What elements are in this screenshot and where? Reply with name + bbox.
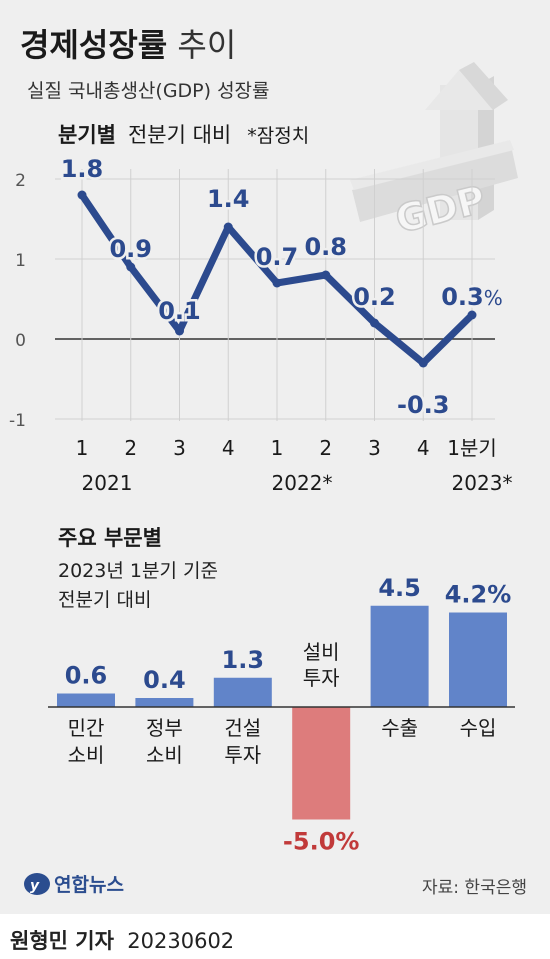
x-tick-label: 3 [173, 436, 186, 460]
x-tick-label: 1분기 [447, 436, 497, 460]
quarterly-heading: 분기별 전분기 대비 *잠정치 [58, 123, 309, 147]
line-point [467, 310, 477, 320]
infographic-card: 경제성장률 추이 실질 국내총생산(GDP) 성장률 GDP 분기별 전분기 대비… [0, 0, 550, 914]
publish-date: 20230602 [127, 929, 235, 953]
x-tick-label: 2 [124, 436, 137, 460]
sector-category-label: 투자 [303, 666, 340, 690]
line-chart-year-labels: 2021 2022* 2023* [82, 471, 513, 495]
x-tick-label: 4 [222, 436, 235, 460]
sector-value-label: -5.0% [283, 828, 360, 856]
sector-category-label: 수출 [381, 716, 418, 740]
sector-bar [213, 677, 272, 707]
x-tick-label: 2 [319, 436, 332, 460]
x-tick-label: 1 [76, 436, 89, 460]
sectors-heading: 주요 부문별 [58, 526, 162, 550]
x-tick-label: 3 [368, 436, 381, 460]
sector-bar [292, 707, 351, 820]
line-chart-points [77, 190, 477, 368]
y-tick-label: 1 [15, 251, 26, 271]
line-value-label: 0.1 [158, 297, 201, 325]
yonhap-logo: y 연합뉴스 [24, 873, 124, 896]
line-value-label: 0.7 [256, 243, 299, 271]
line-chart-x-axis: 1 2 3 4 1 2 3 4 1분기 [76, 436, 497, 460]
sector-bar [370, 605, 429, 707]
sector-category-label: 정부 [146, 716, 183, 740]
line-point [418, 358, 428, 368]
x-tick-label: 1 [271, 436, 284, 460]
y-tick-label: -1 [9, 411, 26, 431]
year-label: 2022* [272, 471, 333, 495]
sector-category-label: 소비 [146, 743, 183, 767]
yonhap-logo-icon [24, 873, 50, 895]
line-point [77, 190, 87, 200]
year-label: 2023* [452, 471, 513, 495]
x-tick-label: 4 [417, 436, 430, 460]
page-subtitle: 실질 국내총생산(GDP) 성장률 [27, 80, 270, 102]
sector-bar [57, 693, 115, 707]
source-note: 자료: 한국은행 [422, 878, 527, 898]
year-label: 2021 [82, 471, 133, 495]
line-value-label: 0.9 [109, 235, 152, 263]
page-title: 경제성장률 추이 [20, 26, 236, 64]
sector-value-label: 4.5 [378, 574, 421, 602]
svg-text:y: y [30, 878, 40, 894]
sector-value-label: 0.6 [65, 662, 108, 690]
line-chart-value-labels: 1.8 0.9 0.1 1.4 0.7 0.80.2 -0.3 0.3% [58, 153, 505, 422]
line-point [175, 326, 184, 336]
sector-category-label: 투자 [224, 743, 261, 767]
line-point [272, 278, 282, 288]
line-chart-grid [55, 169, 495, 421]
sector-category-label: 수입 [460, 716, 497, 740]
sector-bar [449, 612, 507, 707]
sectors-note-line2: 전분기 대비 [58, 589, 151, 611]
line-value-label: 0.3% [441, 283, 503, 311]
sector-value-label: 0.4 [143, 666, 186, 694]
y-tick-label: 0 [15, 331, 26, 351]
line-point [223, 222, 233, 232]
byline: 원형민 기자 20230602 [10, 925, 234, 955]
sector-value-label: 4.2% [445, 581, 512, 609]
sector-category-label: 건설 [224, 716, 261, 740]
line-point [126, 262, 136, 272]
line-value-label: 0.2 [353, 283, 396, 311]
gdp-graphic: GDP [350, 62, 518, 243]
line-value-label: 1.4 [207, 185, 250, 213]
line-value-label: -0.3 [397, 391, 449, 419]
sector-bar [135, 698, 194, 707]
sector-category-label: 소비 [68, 743, 105, 767]
sector-value-labels: 0.6 0.4 1.3 -5.0% 4.5 4.2% [65, 574, 512, 856]
infographic-canvas: 경제성장률 추이 실질 국내총생산(GDP) 성장률 GDP 분기별 전분기 대비… [9, 26, 527, 898]
y-tick-label: 2 [15, 171, 26, 191]
line-point [321, 270, 331, 280]
reporter-name: 원형민 기자 [10, 929, 114, 953]
sector-value-label: 1.3 [222, 646, 265, 674]
line-chart-y-axis: 2 1 0 -1 [9, 171, 26, 431]
sector-bars [57, 605, 507, 820]
line-value-label: 1.8 [61, 155, 104, 183]
sector-category-label: 민간 [68, 716, 105, 740]
line-value-label: 0.8 [304, 233, 347, 261]
sectors-note-line1: 2023년 1분기 기준 [58, 560, 218, 582]
sector-category-label: 설비 [303, 640, 340, 664]
logo-text: 연합뉴스 [54, 874, 124, 896]
line-point [370, 318, 379, 328]
